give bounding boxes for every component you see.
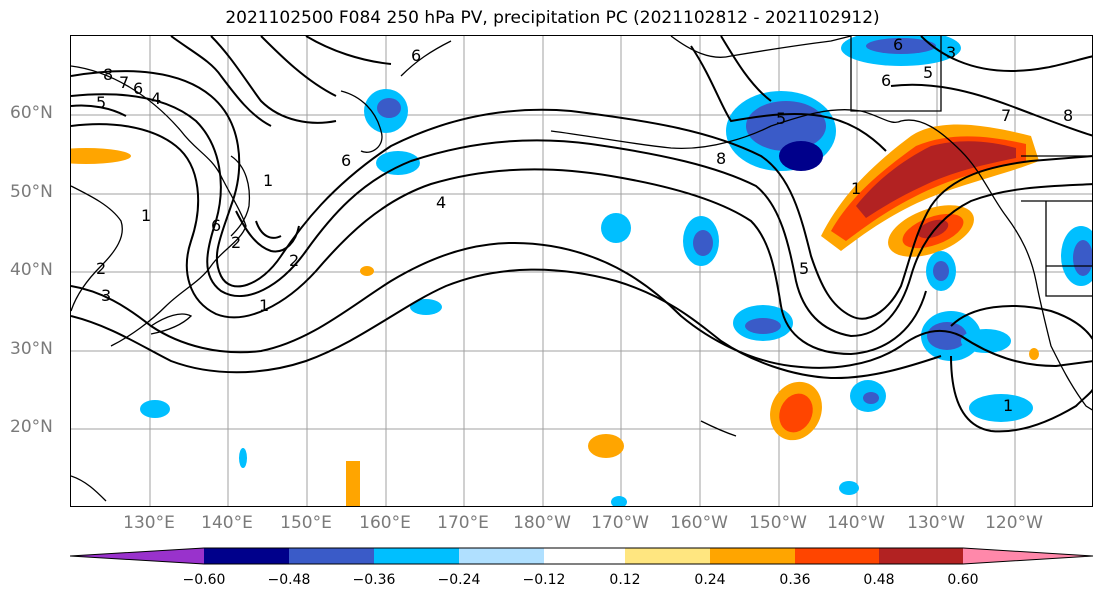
contour-label: 8 xyxy=(103,65,113,84)
colorbar-segments xyxy=(70,547,1094,565)
lon-label: 160°E xyxy=(359,513,411,533)
map-canvas: 8 7 6 5 4 6 1 1 2 2 3 1 6 6 4 3 5 6 7 8 … xyxy=(71,36,1092,506)
colorbar-segment xyxy=(204,548,289,564)
contour-label: 7 xyxy=(1001,106,1011,125)
lat-label: 60°N xyxy=(10,103,53,123)
contour-label: 4 xyxy=(436,193,446,212)
contour-label: 1 xyxy=(259,296,269,315)
contour-label: 2 xyxy=(289,251,299,270)
contour-label: 8 xyxy=(1063,106,1073,125)
colorbar-tick-label: −0.12 xyxy=(522,572,566,588)
lon-label: 170°W xyxy=(591,513,649,533)
contour-label: 5 xyxy=(799,259,809,278)
contour-label: 1 xyxy=(1003,396,1013,415)
colorbar-segment xyxy=(625,548,710,564)
lon-label: 140°W xyxy=(827,513,885,533)
lon-label: 130°W xyxy=(907,513,965,533)
colorbar-tick-label: −0.48 xyxy=(267,572,311,588)
contour-label: 2 xyxy=(96,259,106,278)
contour-label: 6 xyxy=(341,151,351,170)
contour-label: 8 xyxy=(716,149,726,168)
lat-label: 30°N xyxy=(10,339,53,359)
contour-label: 2 xyxy=(231,233,241,252)
lon-label: 120°W xyxy=(985,513,1043,533)
colorbar-tick-label: −0.36 xyxy=(352,572,396,588)
contour-label: 3 xyxy=(946,43,956,62)
contour-labels: 8 7 6 5 4 6 1 1 2 2 3 1 6 6 4 3 5 6 7 8 … xyxy=(96,36,1073,415)
colorbar-segment xyxy=(795,548,879,564)
lat-label: 50°N xyxy=(10,182,53,202)
contour-label: 7 xyxy=(119,73,129,92)
colorbar xyxy=(70,547,1094,565)
colorbar-segment xyxy=(879,548,963,564)
colorbar-segment xyxy=(459,548,544,564)
map-title: 2021102500 F084 250 hPa PV, precipitatio… xyxy=(225,8,880,28)
lon-label: 160°W xyxy=(670,513,728,533)
colorbar-segment xyxy=(544,548,625,564)
colorbar-segment xyxy=(70,548,204,564)
contour-label: 6 xyxy=(411,46,421,65)
lon-label: 140°E xyxy=(201,513,253,533)
colorbar-tick-label: −0.60 xyxy=(182,572,226,588)
contour-label: 6 xyxy=(133,79,143,98)
colorbar-segment xyxy=(963,548,1093,564)
lat-label: 20°N xyxy=(10,417,53,437)
colorbar-outline xyxy=(70,547,1094,565)
lon-label: 130°E xyxy=(123,513,175,533)
contour-label: 6 xyxy=(881,71,891,90)
contour-label: 5 xyxy=(776,109,786,128)
colorbar-segment xyxy=(289,548,374,564)
colorbar-tick-label: 0.24 xyxy=(694,572,726,588)
pv-contours xyxy=(71,36,1092,433)
lon-label: 150°E xyxy=(280,513,332,533)
map-panel: 8 7 6 5 4 6 1 1 2 2 3 1 6 6 4 3 5 6 7 8 … xyxy=(70,35,1093,507)
precip-shading xyxy=(71,36,1092,506)
contour-label: 1 xyxy=(263,171,273,190)
colorbar-tick-label: 0.48 xyxy=(863,572,895,588)
contour-label: 3 xyxy=(101,286,111,305)
lon-label: 180°W xyxy=(513,513,571,533)
contour-label: 1 xyxy=(141,206,151,225)
colorbar-tick-label: 0.36 xyxy=(779,572,811,588)
lat-label: 40°N xyxy=(10,260,53,280)
lon-label: 170°E xyxy=(437,513,489,533)
contour-label: 5 xyxy=(96,93,106,112)
contour-label: 5 xyxy=(923,63,933,82)
colorbar-segment xyxy=(710,548,795,564)
contour-label: 4 xyxy=(151,89,161,108)
colorbar-tick-label: −0.24 xyxy=(437,572,481,588)
contour-label: 6 xyxy=(893,36,903,54)
colorbar-tick-label: 0.12 xyxy=(609,572,641,588)
contour-label: 6 xyxy=(211,216,221,235)
colorbar-segment xyxy=(374,548,459,564)
contour-label: 1 xyxy=(851,179,861,198)
colorbar-tick-label: 0.60 xyxy=(947,572,979,588)
lon-label: 150°W xyxy=(749,513,807,533)
